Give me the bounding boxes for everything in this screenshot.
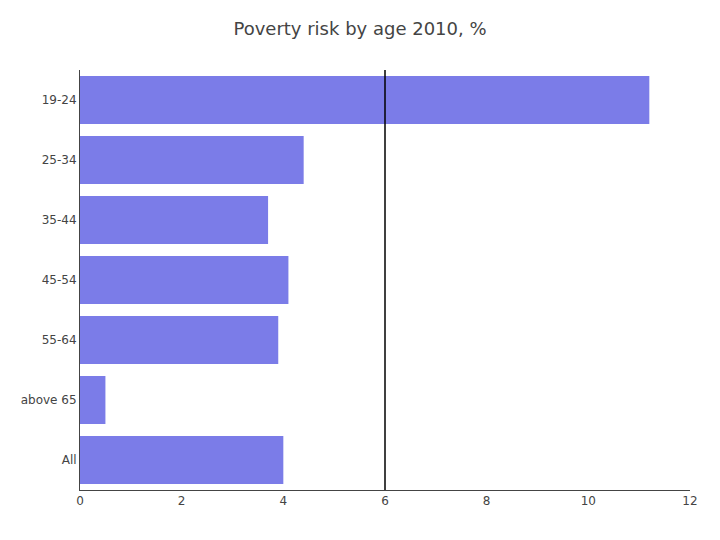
svg-text:2: 2 xyxy=(178,494,186,508)
svg-text:45-54: 45-54 xyxy=(42,273,77,287)
svg-text:55-64: 55-64 xyxy=(42,333,77,347)
svg-text:35-44: 35-44 xyxy=(42,213,77,227)
svg-text:All: All xyxy=(62,453,77,467)
svg-text:4: 4 xyxy=(280,494,288,508)
svg-text:10: 10 xyxy=(581,494,596,508)
svg-text:0: 0 xyxy=(76,494,84,508)
svg-text:6: 6 xyxy=(381,494,389,508)
svg-text:12: 12 xyxy=(682,494,697,508)
svg-text:above 65: above 65 xyxy=(21,393,77,407)
svg-text:19-24: 19-24 xyxy=(42,93,77,107)
svg-text:Poverty risk by age 2010, %: Poverty risk by age 2010, % xyxy=(233,18,486,39)
svg-text:8: 8 xyxy=(483,494,491,508)
svg-text:25-34: 25-34 xyxy=(42,153,77,167)
